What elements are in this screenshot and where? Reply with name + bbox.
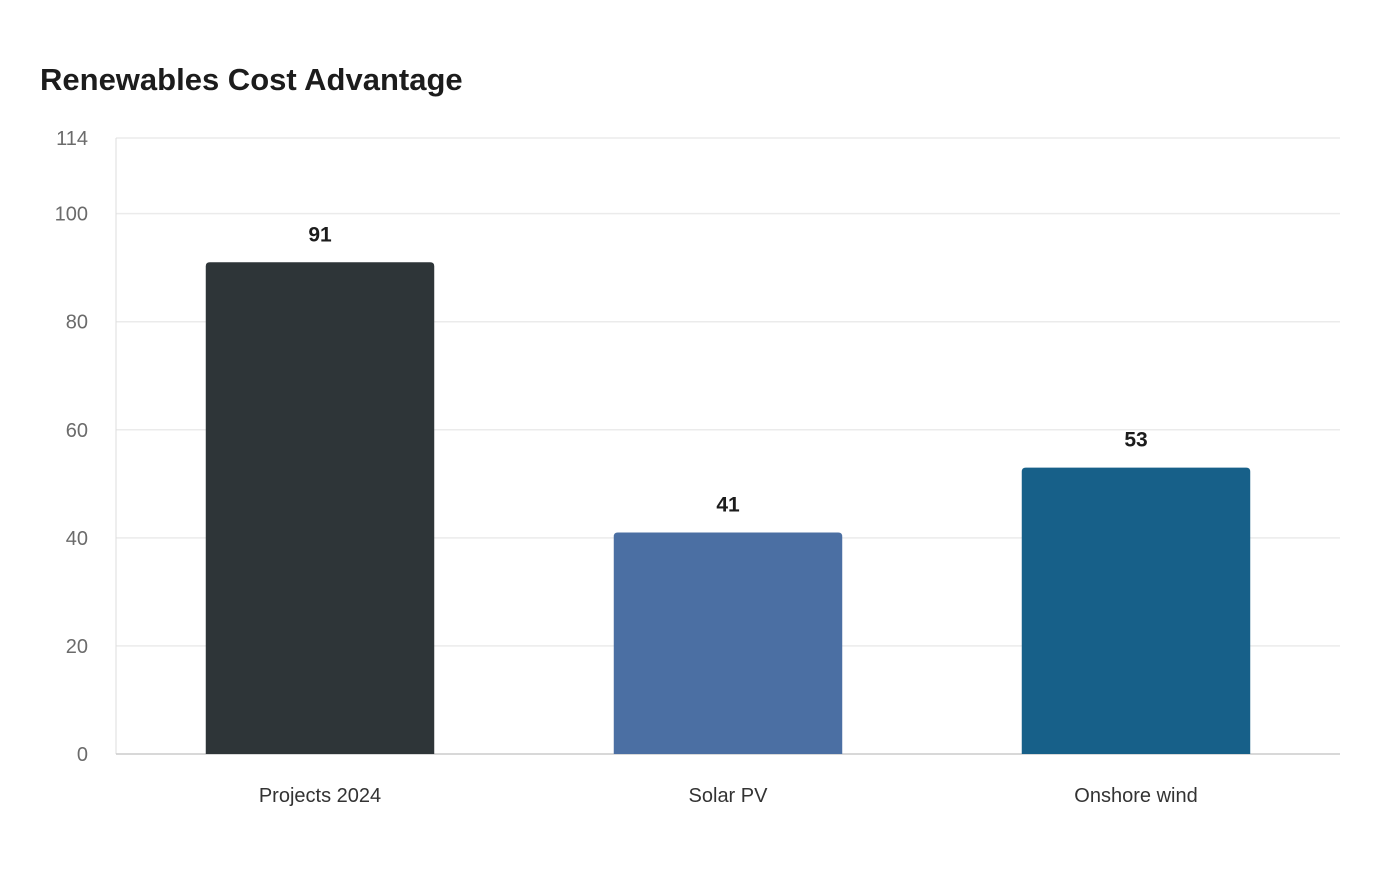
- y-tick-label: 114: [56, 128, 88, 150]
- bar: [613, 532, 843, 754]
- bar-value-label: 91: [308, 223, 332, 246]
- y-tick-label: 80: [66, 312, 88, 334]
- x-category-label: Projects 2024: [259, 785, 381, 807]
- bars: [205, 262, 1251, 754]
- y-tick-label: 0: [77, 744, 88, 766]
- y-tick-label: 100: [55, 204, 88, 226]
- y-tick-label: 20: [66, 636, 88, 658]
- x-category-label: Solar PV: [689, 785, 769, 807]
- y-tick-label: 60: [66, 420, 88, 442]
- y-tick-label: 40: [66, 528, 88, 550]
- chart-title: Renewables Cost Advantage: [40, 62, 463, 97]
- bar: [205, 262, 435, 754]
- bar: [1021, 467, 1251, 754]
- y-tick-labels: 0 20 40 60 80 100 114: [55, 128, 88, 766]
- value-labels: 91 41 53: [308, 223, 1147, 516]
- bar-value-label: 53: [1124, 429, 1147, 452]
- bar-value-label: 41: [716, 493, 740, 516]
- x-category-label: Onshore wind: [1074, 785, 1197, 807]
- category-labels: Projects 2024 Solar PV Onshore wind: [259, 785, 1198, 807]
